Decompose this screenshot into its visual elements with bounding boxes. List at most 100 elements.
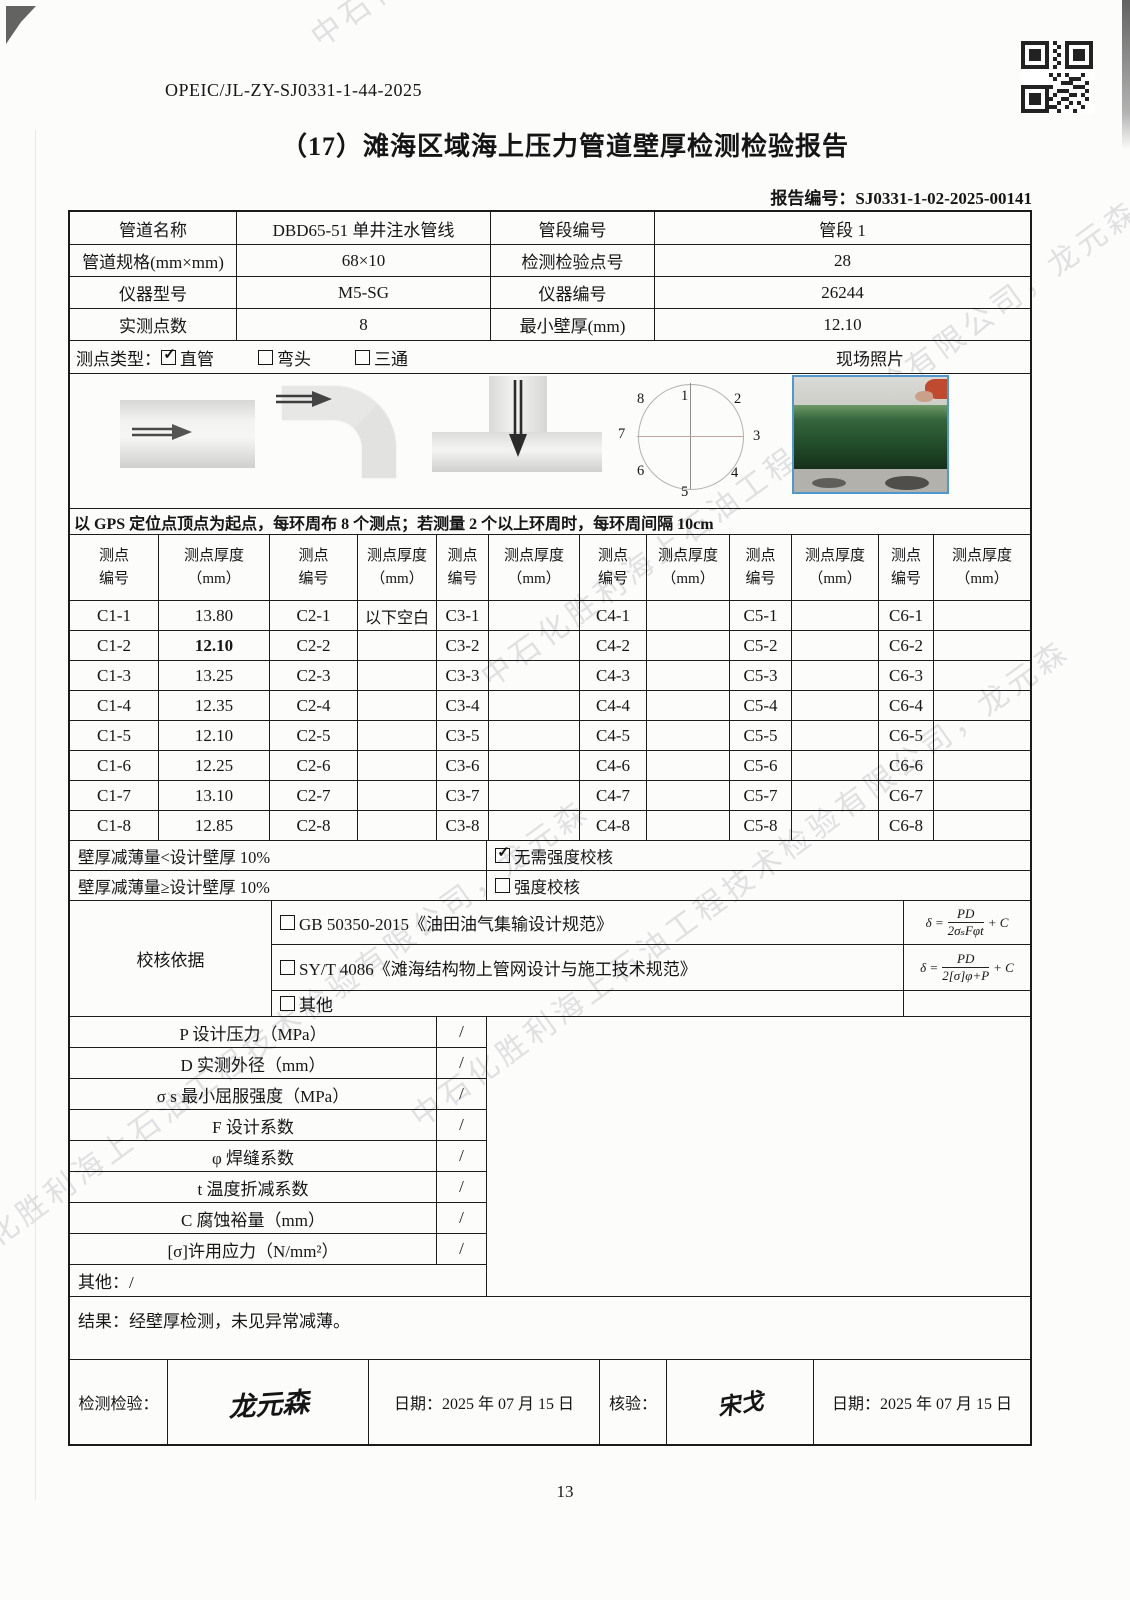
meas-cell	[646, 690, 729, 720]
site-photo	[792, 375, 949, 494]
meas-cell	[646, 600, 729, 630]
meas-cell	[646, 720, 729, 750]
meas-cell	[488, 720, 579, 750]
meas-cell	[933, 750, 1030, 780]
meas-cell: C5-2	[729, 630, 791, 660]
tee-diagram-vertical	[489, 376, 547, 436]
meas-cell	[791, 600, 878, 630]
meas-cell: 12.10	[158, 630, 269, 660]
meas-cell: C5-4	[729, 690, 791, 720]
circle-horizontal-axis	[637, 436, 743, 437]
measurement-table-header: 测点 编号 测点厚度 （mm） 测点 编号 测点厚度 （mm） 测点 编号 测点厚度 （mm…	[70, 534, 1030, 600]
meas-cell: 12.35	[158, 690, 269, 720]
document-code: OPEIC/JL-ZY-SJ0331-1-44-2025	[165, 80, 422, 100]
meas-cell: C4-7	[579, 780, 646, 810]
meas-cell	[357, 750, 436, 780]
meas-cell	[488, 600, 579, 630]
col-header: 测点厚度 （mm）	[357, 534, 436, 600]
meas-cell: C4-2	[579, 630, 646, 660]
meas-cell: C1-8	[70, 810, 158, 840]
info-value: 12.10	[654, 308, 1030, 340]
meas-cell: C6-6	[878, 750, 933, 780]
meas-cell: C1-6	[70, 750, 158, 780]
meas-cell	[488, 660, 579, 690]
meas-cell: 13.10	[158, 780, 269, 810]
meas-cell: C4-6	[579, 750, 646, 780]
meas-cell	[488, 690, 579, 720]
checkbox-icon	[355, 349, 370, 365]
meas-cell: 以下空白	[357, 600, 436, 630]
standard-text: 其他	[299, 996, 333, 1015]
right-arrow-icon	[132, 424, 192, 440]
meas-cell: C5-7	[729, 780, 791, 810]
checkbox-icon	[280, 915, 295, 930]
meas-cell: C6-5	[878, 720, 933, 750]
formula-2: δ = PD 2[σ]φ+P + C	[920, 951, 1014, 983]
col-header: 测点厚度 （mm）	[933, 534, 1030, 600]
option-label: 三通	[374, 349, 408, 369]
info-value: DBD65-51 单井注水管线	[236, 212, 490, 244]
param-other-row: 其他：/	[70, 1264, 486, 1296]
meas-cell	[357, 660, 436, 690]
formula-1: δ = PD 2σₛFφt + C	[925, 906, 1009, 938]
result-row: 结果：经壁厚检测，未见异常减薄。	[70, 1296, 1030, 1359]
param-value: /	[436, 1233, 486, 1264]
photo-hand	[915, 391, 933, 402]
meas-cell	[357, 810, 436, 840]
col-header: 测点 编号	[269, 534, 357, 600]
meas-cell	[933, 600, 1030, 630]
meas-cell	[646, 630, 729, 660]
point-type-label: 测点类型：	[76, 349, 161, 369]
basis-formula-empty	[903, 990, 1030, 1016]
circle-point-number: 4	[731, 465, 739, 481]
down-arrow-icon	[509, 380, 527, 457]
meas-cell: C2-4	[269, 690, 357, 720]
check-basis-section: 校核依据 GB 50350-2015《油田油气集输设计规范》 δ = PD 2σₛ…	[70, 900, 1030, 1016]
checkbox-checked-icon: ✓	[495, 846, 510, 863]
standard-text: GB 50350-2015《油田油气集输设计规范》	[299, 915, 614, 934]
meas-cell	[933, 630, 1030, 660]
meas-cell	[488, 810, 579, 840]
meas-cell: C4-5	[579, 720, 646, 750]
meas-cell	[646, 810, 729, 840]
meas-cell: C2-1	[269, 600, 357, 630]
scan-corner-artifact	[6, 6, 36, 44]
meas-cell: C6-7	[878, 780, 933, 810]
meas-cell: C1-2	[70, 630, 158, 660]
col-header: 测点厚度 （mm）	[158, 534, 269, 600]
meas-cell: C1-1	[70, 600, 158, 630]
meas-cell: C5-6	[729, 750, 791, 780]
info-value: M5-SG	[236, 276, 490, 308]
meas-cell: C2-3	[269, 660, 357, 690]
basis-label: 校核依据	[70, 900, 271, 1016]
meas-cell: C3-8	[436, 810, 488, 840]
report-number: 报告编号：SJ0331-1-02-2025-00141	[770, 184, 1032, 209]
param-label: P 设计压力（MPa）	[70, 1016, 436, 1047]
option-tee: 三通	[355, 345, 408, 370]
inspector-label: 检测检验：	[70, 1359, 167, 1444]
meas-cell	[933, 720, 1030, 750]
meas-cell	[357, 630, 436, 660]
meas-cell	[933, 780, 1030, 810]
param-value: /	[436, 1047, 486, 1078]
measurement-points-circle-diagram: 1 2 3 4 5 6 7 8	[615, 376, 765, 504]
info-label: 仪器型号	[70, 276, 236, 308]
scan-fold-line	[35, 130, 36, 1500]
meas-cell	[357, 690, 436, 720]
meas-cell	[646, 750, 729, 780]
meas-cell: C3-5	[436, 720, 488, 750]
meas-cell: C2-7	[269, 780, 357, 810]
meas-cell	[646, 660, 729, 690]
circle-point-number: 1	[681, 388, 689, 404]
param-value: /	[436, 1140, 486, 1171]
info-value: 8	[236, 308, 490, 340]
qr-code	[1020, 40, 1094, 114]
meas-cell: C4-4	[579, 690, 646, 720]
meas-cell: C5-3	[729, 660, 791, 690]
meas-cell	[791, 720, 878, 750]
watermark-text: 中石化胜利海上石油工程技术检验有限公司，龙元森	[300, 0, 977, 56]
info-label: 管段编号	[490, 212, 654, 244]
inspector-signature: 龙元森	[167, 1359, 368, 1444]
basis-standard-other: 其他	[271, 990, 903, 1016]
report-number-value: SJ0331-1-02-2025-00141	[855, 189, 1032, 208]
